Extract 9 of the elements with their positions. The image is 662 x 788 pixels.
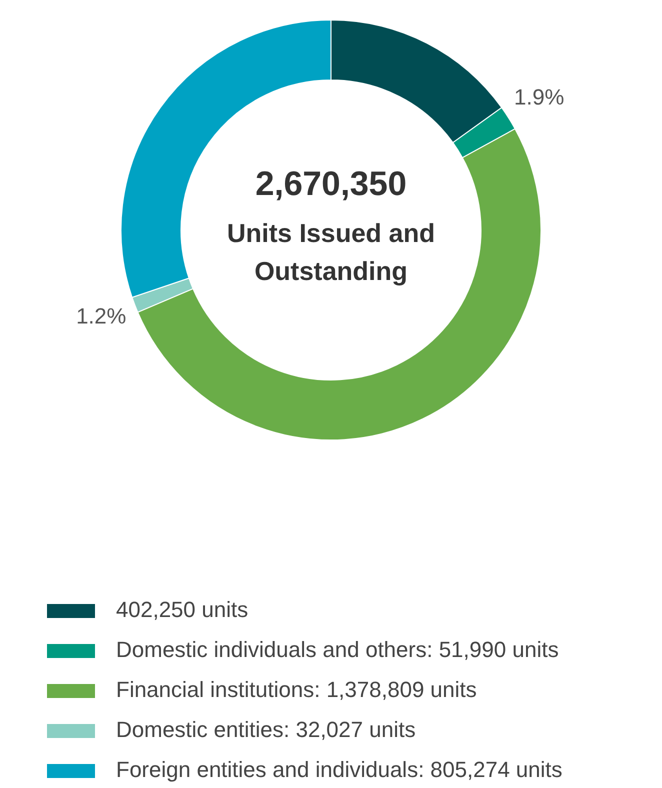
legend-label: Foreign entities and individuals: 805,274 units (116, 756, 562, 782)
text: 2,670,350 (255, 165, 407, 203)
legend-label: Domestic entities: 32,027 units (116, 716, 416, 742)
legend-label: 402,250 units (116, 596, 248, 622)
data-label: 1.9% (514, 84, 564, 110)
data-label: 1.2% (76, 303, 126, 328)
legend-label: Domestic individuals and others: 51,990 units (116, 636, 559, 662)
legend-label: Financial institutions: 1,378,809 units (116, 676, 477, 702)
text: Units Issued and Outstanding (226, 218, 436, 286)
